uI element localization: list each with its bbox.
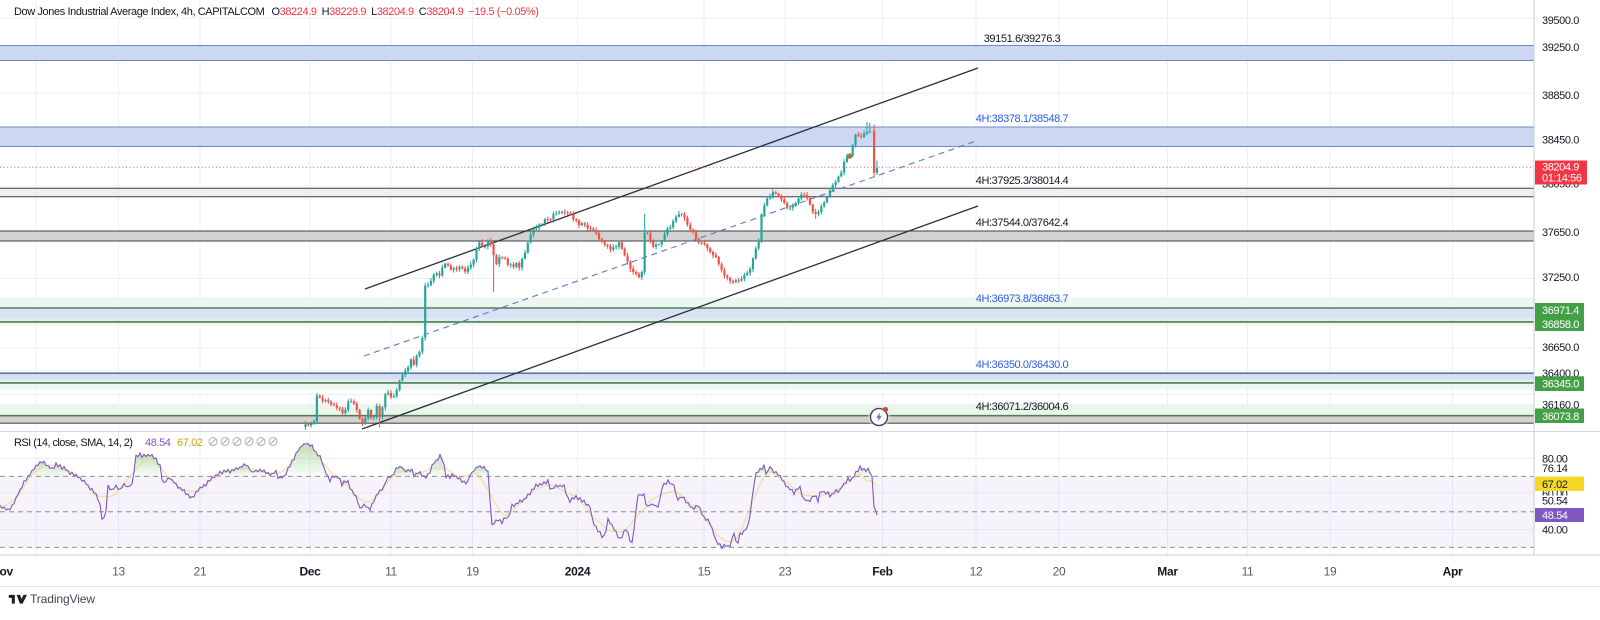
svg-text:4H:37544.0/37642.4: 4H:37544.0/37642.4 bbox=[976, 217, 1069, 229]
svg-text:37650.0: 37650.0 bbox=[1542, 227, 1579, 239]
svg-text:4H:36973.8/36863.7: 4H:36973.8/36863.7 bbox=[976, 293, 1069, 305]
svg-text:36858.0: 36858.0 bbox=[1542, 319, 1579, 331]
svg-text:4H:37925.3/38014.4: 4H:37925.3/38014.4 bbox=[976, 175, 1069, 187]
svg-text:4H:36071.2/36004.6: 4H:36071.2/36004.6 bbox=[976, 401, 1069, 413]
svg-text:50.54: 50.54 bbox=[1542, 495, 1568, 507]
svg-text:40.00: 40.00 bbox=[1542, 525, 1568, 537]
svg-text:67.02: 67.02 bbox=[1542, 479, 1568, 491]
svg-text:Dec: Dec bbox=[299, 565, 321, 579]
svg-text:67.02: 67.02 bbox=[177, 437, 203, 449]
svg-text:48.54: 48.54 bbox=[1542, 510, 1568, 522]
svg-text:Feb: Feb bbox=[872, 565, 892, 579]
svg-text:Apr: Apr bbox=[1443, 565, 1463, 579]
svg-text:80.00: 80.00 bbox=[1542, 454, 1568, 466]
svg-text:20: 20 bbox=[1053, 565, 1066, 579]
svg-text:38850.0: 38850.0 bbox=[1542, 90, 1579, 102]
svg-text:19: 19 bbox=[1324, 565, 1337, 579]
svg-text:11: 11 bbox=[1242, 565, 1254, 579]
svg-text:76.14: 76.14 bbox=[1542, 463, 1568, 475]
svg-text:39500.0: 39500.0 bbox=[1542, 15, 1579, 27]
svg-text:4H:38378.1/38548.7: 4H:38378.1/38548.7 bbox=[976, 113, 1069, 125]
svg-text:RSI (14, close, SMA, 14, 2): RSI (14, close, SMA, 14, 2) bbox=[14, 437, 132, 449]
svg-text:Mar: Mar bbox=[1157, 565, 1178, 579]
svg-text:23: 23 bbox=[779, 565, 792, 579]
svg-text:36345.0: 36345.0 bbox=[1542, 379, 1579, 391]
svg-text:19: 19 bbox=[466, 565, 479, 579]
svg-text:11: 11 bbox=[385, 565, 397, 579]
svg-text:39250.0: 39250.0 bbox=[1542, 42, 1579, 54]
svg-text:21: 21 bbox=[194, 565, 207, 579]
svg-text:48.54: 48.54 bbox=[145, 437, 171, 449]
svg-text:38450.0: 38450.0 bbox=[1542, 135, 1579, 147]
svg-text:01:14:56: 01:14:56 bbox=[1542, 173, 1582, 185]
svg-text:36971.4: 36971.4 bbox=[1542, 305, 1579, 317]
svg-text:Dow Jones Industrial Average I: Dow Jones Industrial Average Index, 4h, … bbox=[14, 6, 539, 18]
svg-text:2024: 2024 bbox=[565, 565, 591, 579]
svg-text:Nov: Nov bbox=[0, 565, 14, 579]
svg-text:12: 12 bbox=[970, 565, 983, 579]
svg-text:38204.9: 38204.9 bbox=[1542, 162, 1579, 174]
svg-text:TradingView: TradingView bbox=[30, 592, 95, 606]
svg-text:15: 15 bbox=[698, 565, 711, 579]
svg-text:36650.0: 36650.0 bbox=[1542, 342, 1579, 354]
svg-text:39151.6/39276.3: 39151.6/39276.3 bbox=[984, 33, 1061, 45]
svg-text:13: 13 bbox=[112, 565, 125, 579]
svg-text:60.00: 60.00 bbox=[1542, 489, 1568, 501]
svg-text:36073.8: 36073.8 bbox=[1542, 411, 1579, 423]
svg-text:37250.0: 37250.0 bbox=[1542, 272, 1579, 284]
svg-text:4H:36350.0/36430.0: 4H:36350.0/36430.0 bbox=[976, 359, 1069, 371]
